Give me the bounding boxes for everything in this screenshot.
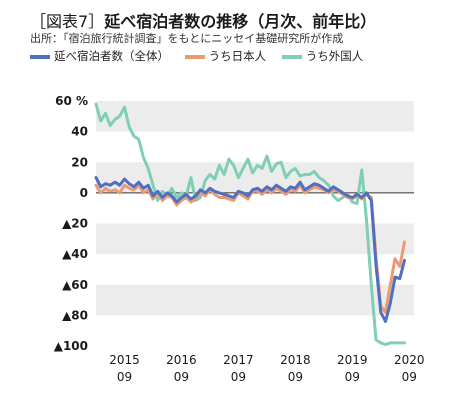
legend-label-japanese: うち日本人 <box>208 49 267 63</box>
x-tick-month: 09 <box>174 370 189 384</box>
x-tick-year: 2015 <box>109 353 140 367</box>
y-tick-label: 0 <box>80 186 88 200</box>
y-tick-label: ▲20 <box>62 217 88 231</box>
x-tick-label: 2017 09 <box>223 353 254 384</box>
series-line-foreign <box>94 102 406 346</box>
x-tick-label: 2016 09 <box>166 353 197 384</box>
x-tick-year: 2018 <box>280 353 311 367</box>
y-tick-label: ▲80 <box>62 308 88 322</box>
x-tick-label: 2015 09 <box>109 353 140 384</box>
figure-title: 延べ宿泊者数の推移（月次、前年比） <box>104 12 377 31</box>
x-tick-month: 09 <box>117 370 132 384</box>
x-tick-label: 2019 09 <box>337 353 368 384</box>
y-axis-tick-labels: 60 % 40 20 0 ▲20 ▲40 ▲60 ▲80 ▲100 <box>54 94 88 353</box>
chart-title: ［図表7］延べ宿泊者数の推移（月次、前年比） <box>30 8 376 32</box>
legend-item-total: 延べ宿泊者数（全体） <box>30 48 169 64</box>
source-note: 出所：「宿泊旅行統計調査」をもとにニッセイ基礎研究所が作成 <box>30 32 344 45</box>
x-tick-label: 2018 09 <box>280 353 311 384</box>
x-tick-label: 2020 09 <box>394 353 425 384</box>
y-tick-label: ▲60 <box>62 278 88 292</box>
legend-swatch-foreign <box>281 54 302 59</box>
series-line-total <box>94 176 406 323</box>
x-tick-year: 2020 <box>394 353 425 367</box>
grid-band-3 <box>96 284 414 316</box>
y-tick-label: ▲100 <box>54 339 88 353</box>
y-tick-label: 20 <box>71 155 88 169</box>
x-tick-month: 09 <box>402 370 417 384</box>
series-lines <box>94 102 406 346</box>
x-axis-tick-labels: 2015 09 2016 09 2017 09 2018 09 2019 09 2020 09 <box>109 353 424 384</box>
grid-band-2 <box>96 223 414 255</box>
figure-tag: ［図表7］ <box>30 12 105 31</box>
x-tick-year: 2017 <box>223 353 254 367</box>
legend-swatch-total <box>30 54 50 59</box>
legend-swatch-japanese <box>184 54 205 59</box>
legend: 延べ宿泊者数（全体） うち日本人 うち外国人 <box>30 48 375 64</box>
x-tick-month: 09 <box>345 370 360 384</box>
legend-label-total: 延べ宿泊者数（全体） <box>54 49 169 63</box>
y-tick-label: 60 % <box>55 94 88 108</box>
legend-item-foreign: うち外国人 <box>281 48 364 64</box>
y-tick-label: ▲40 <box>62 247 88 261</box>
x-tick-month: 09 <box>231 370 246 384</box>
x-tick-year: 2019 <box>337 353 368 367</box>
legend-item-japanese: うち日本人 <box>184 48 267 64</box>
legend-label-foreign: うち外国人 <box>305 49 364 63</box>
y-tick-label: 40 <box>71 125 88 139</box>
x-tick-month: 09 <box>288 370 303 384</box>
grid-band-0 <box>96 101 414 132</box>
x-tick-year: 2016 <box>166 353 197 367</box>
